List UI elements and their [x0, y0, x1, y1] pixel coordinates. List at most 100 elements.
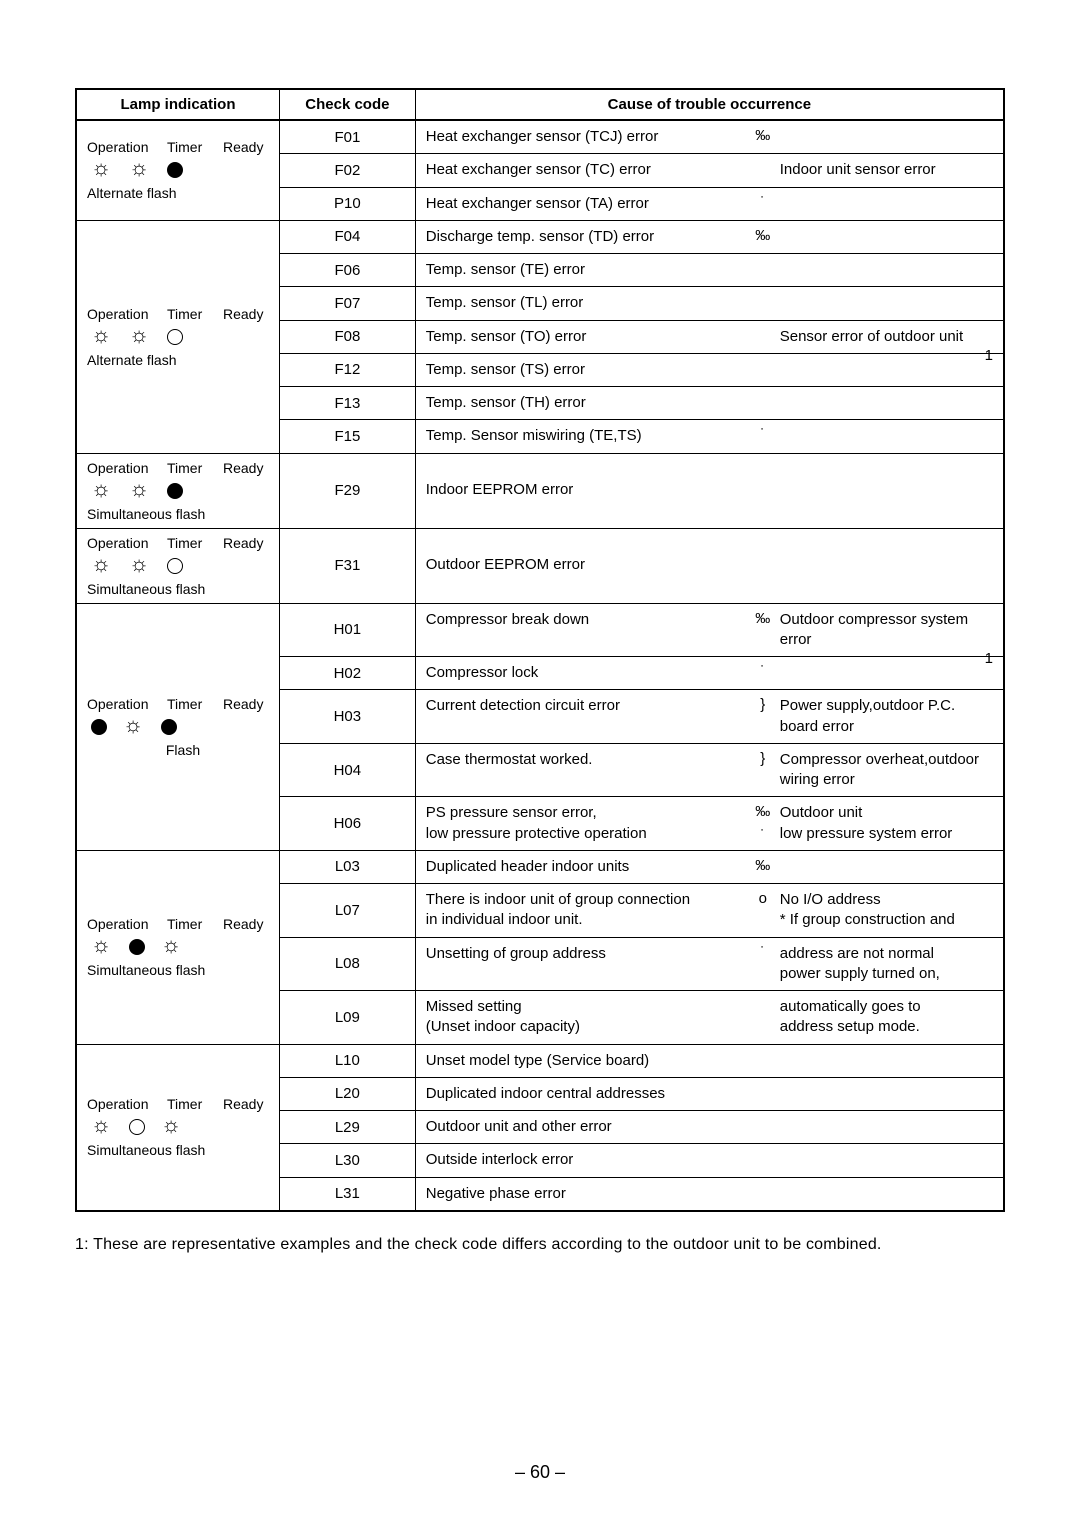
brace-symbol — [746, 1184, 780, 1204]
filled-circle-icon — [167, 162, 183, 178]
lamp-label: Operation — [87, 460, 157, 476]
lamp-label: Timer — [167, 1096, 213, 1112]
cause-cell: Outside interlock error — [415, 1144, 1004, 1177]
cause-category — [780, 663, 993, 683]
brace-symbol — [746, 1150, 780, 1170]
table-row: OperationTimerReadySimultaneous flashF31… — [76, 528, 1004, 603]
cause-category — [780, 857, 993, 877]
brace-symbol — [746, 360, 780, 380]
table-row: OperationTimerReadySimultaneous flashL03… — [76, 850, 1004, 883]
brace-symbol — [746, 293, 780, 313]
cause-text: Outside interlock error — [426, 1150, 746, 1170]
check-code: H01 — [280, 603, 416, 657]
cause-cell: Heat exchanger sensor (TA) error˙ — [415, 187, 1004, 220]
brace-symbol — [746, 393, 780, 413]
cause-cell: Temp. sensor (TO) errorSensor error of o… — [415, 320, 1004, 353]
brace-symbol: o — [746, 890, 780, 931]
brace-symbol — [746, 997, 780, 1038]
cause-text: Indoor EEPROM error — [426, 480, 746, 500]
sun-icon — [91, 936, 113, 958]
cause-text: Negative phase error — [426, 1184, 746, 1204]
cause-category — [780, 293, 993, 313]
sun-icon — [91, 1116, 113, 1138]
flash-label: Flash — [87, 742, 269, 758]
cause-cell: Heat exchanger sensor (TCJ) error‰ — [415, 120, 1004, 154]
cause-category — [780, 1084, 993, 1104]
lamp-label: Ready — [223, 916, 269, 932]
open-circle-icon — [129, 1119, 145, 1135]
check-code: L09 — [280, 991, 416, 1045]
filled-circle-icon — [161, 719, 177, 735]
lamp-label: Ready — [223, 306, 269, 322]
flash-label: Simultaneous flash — [87, 962, 269, 978]
sun-icon — [91, 159, 113, 181]
lamp-label: Operation — [87, 916, 157, 932]
cause-text: Temp. sensor (TS) error — [426, 360, 746, 380]
brace-symbol — [746, 160, 780, 180]
open-circle-icon — [167, 329, 183, 345]
brace-symbol — [746, 1084, 780, 1104]
cause-cell: Indoor EEPROM error — [415, 453, 1004, 528]
cause-category — [780, 426, 993, 446]
brace-symbol: ‰ — [746, 610, 780, 651]
brace-symbol: ˙ — [746, 663, 780, 683]
flash-label: Simultaneous flash — [87, 506, 269, 522]
check-code: H04 — [280, 743, 416, 797]
cause-text: Duplicated header indoor units — [426, 857, 746, 877]
check-code: F01 — [280, 120, 416, 154]
cause-category — [780, 393, 993, 413]
brace-symbol: ‰˙ — [746, 803, 780, 844]
brace-symbol: ‰ — [746, 857, 780, 877]
cause-cell: Temp. sensor (TS) error — [415, 353, 1004, 386]
check-code: F04 — [280, 220, 416, 253]
cause-text: Duplicated indoor central addresses — [426, 1084, 746, 1104]
flash-label: Alternate flash — [87, 352, 269, 368]
filled-circle-icon — [167, 483, 183, 499]
check-code: F29 — [280, 453, 416, 528]
check-code: F08 — [280, 320, 416, 353]
cause-cell: There is indoor unit of group connection… — [415, 884, 1004, 938]
check-code: L03 — [280, 850, 416, 883]
cause-category — [780, 127, 993, 147]
table-row: OperationTimerReadyAlternate flashF04Dis… — [76, 220, 1004, 253]
header-cause: Cause of trouble occurrence — [415, 89, 1004, 120]
lamp-label: Ready — [223, 535, 269, 551]
brace-symbol: ‰ — [746, 227, 780, 247]
cause-cell: Temp. sensor (TH) error — [415, 387, 1004, 420]
open-circle-icon — [167, 558, 183, 574]
brace-symbol: ˙ — [746, 194, 780, 214]
cause-cell: Unsetting of group address˙address are n… — [415, 937, 1004, 991]
cause-cell: Outdoor EEPROM error — [415, 528, 1004, 603]
cause-cell: Temp. sensor (TE) error — [415, 254, 1004, 287]
cause-cell: Compressor lock˙ — [415, 657, 1004, 690]
cause-category — [780, 227, 993, 247]
table-row: OperationTimerReadyAlternate flashF01Hea… — [76, 120, 1004, 154]
check-code: L20 — [280, 1077, 416, 1110]
lamp-indication: OperationTimerReadySimultaneous flash — [76, 850, 280, 1044]
brace-symbol: } — [746, 750, 780, 791]
cause-text: Temp. sensor (TE) error — [426, 260, 746, 280]
check-code: H03 — [280, 690, 416, 744]
cause-category — [780, 1117, 993, 1137]
check-code: F15 — [280, 420, 416, 453]
cause-category: Indoor unit sensor error — [780, 160, 993, 180]
lamp-label: Operation — [87, 1096, 157, 1112]
check-code: L10 — [280, 1044, 416, 1077]
cause-text: Case thermostat worked. — [426, 750, 746, 791]
lamp-indication: OperationTimerReadySimultaneous flash — [76, 528, 280, 603]
lamp-label: Timer — [167, 460, 213, 476]
error-code-table: Lamp indication Check code Cause of trou… — [75, 88, 1005, 1212]
sun-icon — [129, 159, 151, 181]
check-code: H02 — [280, 657, 416, 690]
brace-symbol — [746, 1117, 780, 1137]
lamp-indication: OperationTimerReadyAlternate flash — [76, 120, 280, 220]
cause-text: Temp. sensor (TL) error — [426, 293, 746, 313]
cause-text: Temp. sensor (TH) error — [426, 393, 746, 413]
sun-icon — [129, 326, 151, 348]
check-code: F06 — [280, 254, 416, 287]
cause-category: Outdoor compressor system error — [780, 610, 993, 651]
sun-icon — [91, 555, 113, 577]
lamp-label: Ready — [223, 460, 269, 476]
cause-category: Sensor error of outdoor unit — [780, 327, 993, 347]
cause-category — [780, 360, 993, 380]
